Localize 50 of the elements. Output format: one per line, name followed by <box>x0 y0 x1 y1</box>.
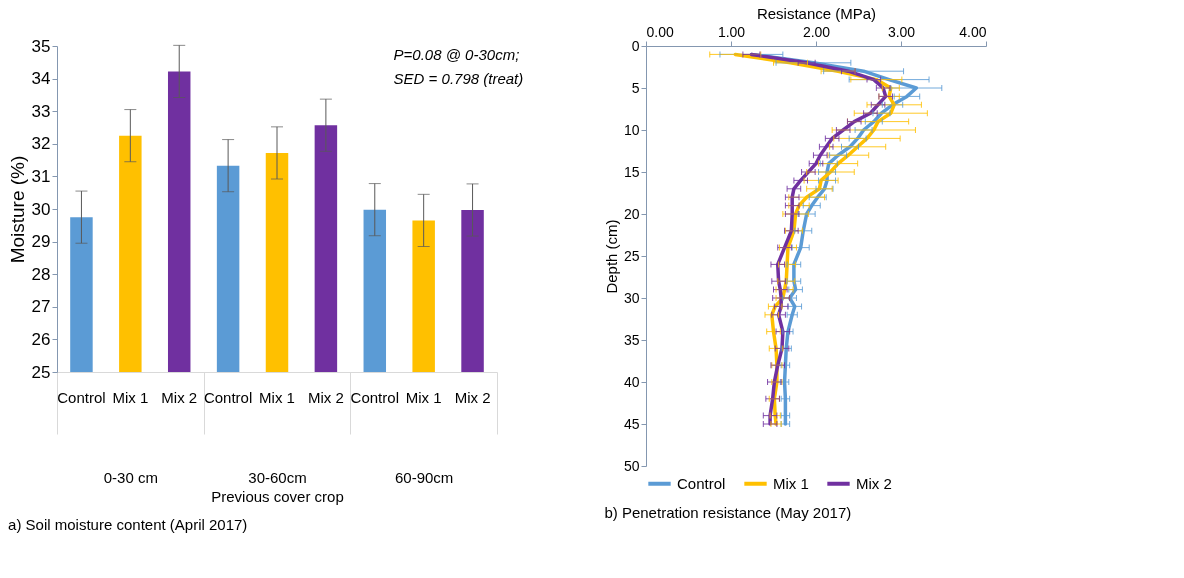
text: Mix 1 <box>259 389 295 406</box>
x-axis-title: Previous cover crop <box>211 487 344 505</box>
y-tick-label: 25 <box>31 362 51 382</box>
annotation: SED = 0.798 (treat) <box>393 70 524 87</box>
y-tick-label: 29 <box>31 232 51 252</box>
x-tick-label: 1.00 <box>717 23 746 40</box>
legend-label: Mix 1 <box>773 474 809 492</box>
y-tick-label: 50 <box>623 457 640 474</box>
y-tick-label: 20 <box>623 205 640 222</box>
y-tick-label: 45 <box>623 415 640 432</box>
y-tick-label: 25 <box>623 247 640 264</box>
y-tick-label: 34 <box>31 69 51 89</box>
y-axis-title: Depth (cm) <box>602 219 620 294</box>
text: a) Soil moisture content (April 2017) <box>8 516 248 533</box>
legend-label: Control <box>677 474 726 492</box>
x-tick-label: 0.00 <box>646 23 674 40</box>
y-tick-label: 33 <box>31 101 51 121</box>
series-label: Control <box>350 389 399 406</box>
y-tick-label: 5 <box>631 79 640 96</box>
y-tick-label: 15 <box>623 163 640 180</box>
series-label: Mix 1 <box>405 389 442 406</box>
text: Mix 2 <box>454 389 491 406</box>
y-tick-label: 32 <box>31 134 51 154</box>
x-axis-title: Resistance (MPa) <box>756 4 877 22</box>
annotation: P=0.08 @ 0-30cm; <box>393 46 520 63</box>
series-label: Mix 2 <box>307 389 344 406</box>
x-tick-label: 60-90cm <box>394 468 454 486</box>
x-tick-label: 0-30 cm <box>103 468 158 486</box>
y-tick-label: 35 <box>31 36 51 56</box>
y-tick-label: 26 <box>31 329 51 349</box>
text: Control <box>57 389 106 406</box>
legend-label: Mix 2 <box>856 474 892 492</box>
y-tick-label: 31 <box>31 166 51 186</box>
y-tick-label: 30 <box>31 199 51 219</box>
x-tick-label: 3.00 <box>887 23 916 40</box>
y-tick-label: 0 <box>631 37 640 54</box>
x-tick-label: 2.00 <box>802 23 831 40</box>
text: Mix 2 <box>161 389 198 406</box>
text: b) Penetration resistance (May 2017) <box>604 504 852 521</box>
y-axis-title: Moisture (%) <box>6 155 28 264</box>
y-tick-label: 27 <box>31 297 51 317</box>
text: Mix 1 <box>112 389 149 406</box>
y-tick-label: 40 <box>623 373 640 390</box>
y-tick-label: 28 <box>31 264 51 284</box>
x-tick-label: 30-60cm <box>248 468 307 486</box>
y-tick-label: 35 <box>623 331 640 348</box>
text: Control <box>203 389 253 406</box>
x-tick-label: 4.00 <box>959 23 987 40</box>
y-tick-label: 10 <box>623 121 640 138</box>
y-tick-label: 30 <box>623 289 640 306</box>
